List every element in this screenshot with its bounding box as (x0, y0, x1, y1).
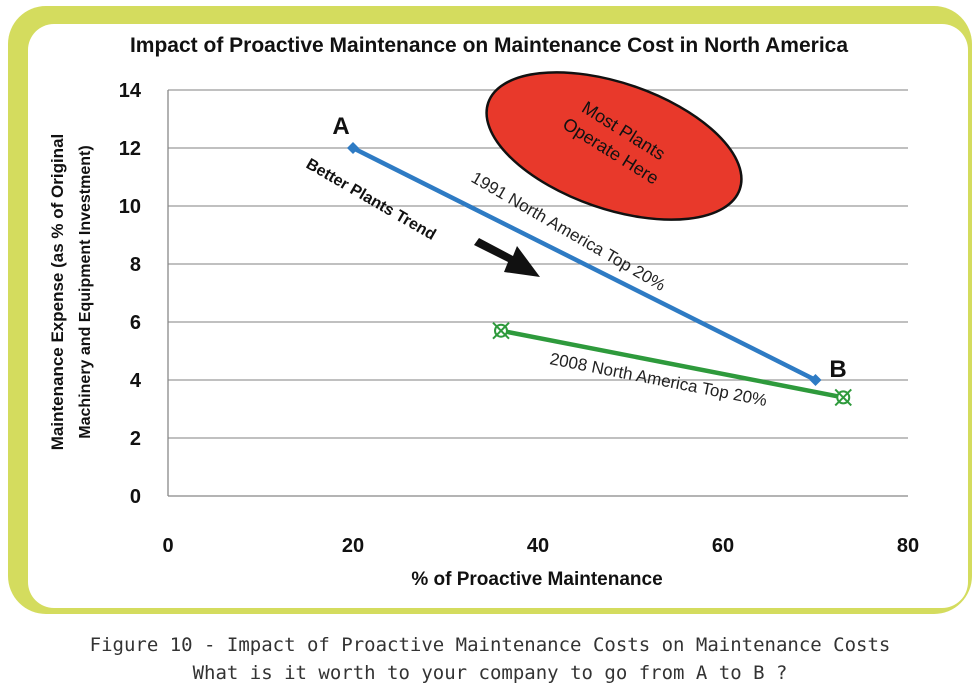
data-point (492, 321, 510, 340)
series-line-1 (351, 145, 817, 383)
chart-svg: Impact of Proactive Maintenance on Maint… (48, 34, 919, 590)
y-axis-label-line1: Maintenance Expense (as % of Original (48, 134, 67, 450)
data-point (834, 388, 852, 407)
x-tick-label: 20 (342, 535, 364, 557)
x-tick-label: 60 (712, 535, 734, 557)
x-tick-label: 0 (162, 535, 173, 557)
caption-line1: Figure 10 - Impact of Proactive Maintena… (89, 634, 891, 656)
series-line-2 (500, 328, 844, 400)
y-tick-label: 12 (119, 138, 141, 160)
y-tick-label: 4 (130, 370, 142, 392)
y-tick-label: 6 (130, 312, 141, 334)
y-axis-label-line2: Machinery and Equipment Investment) (77, 145, 94, 438)
data-point (809, 374, 822, 386)
marker-cross (492, 321, 510, 340)
trend-arrow (474, 238, 540, 277)
data-point (347, 142, 359, 154)
chart-title: Impact of Proactive Maintenance on Maint… (130, 34, 848, 57)
trend-label: Better Plants Trend (303, 156, 439, 244)
y-tick-label: 8 (130, 254, 141, 276)
ellipse-most-plants (485, 71, 743, 221)
x-axis-label: % of Proactive Maintenance (411, 569, 662, 590)
point-label-b: B (829, 356, 846, 383)
point-label-a: A (332, 113, 349, 140)
y-tick-label: 10 (119, 196, 141, 218)
y-tick-label: 0 (130, 486, 141, 508)
caption-line2: What is it worth to your company to go f… (192, 662, 788, 684)
marker-cross (834, 388, 852, 407)
x-tick-label: 40 (527, 535, 549, 557)
y-tick-label: 14 (119, 80, 142, 102)
x-tick-label: 80 (897, 535, 919, 557)
y-tick-label: 2 (130, 428, 141, 450)
